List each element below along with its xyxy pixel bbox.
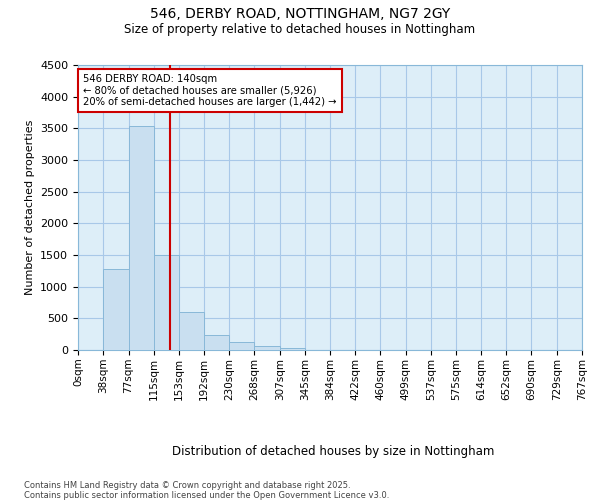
Bar [179,312,204,350]
Text: 546 DERBY ROAD: 140sqm
← 80% of detached houses are smaller (5,926)
20% of semi-: 546 DERBY ROAD: 140sqm ← 80% of detached… [83,74,337,107]
Text: Contains public sector information licensed under the Open Government Licence v3: Contains public sector information licen… [24,491,389,500]
Bar [280,348,305,350]
Bar [103,269,128,350]
Text: Contains HM Land Registry data © Crown copyright and database right 2025.: Contains HM Land Registry data © Crown c… [24,481,350,490]
Text: Distribution of detached houses by size in Nottingham: Distribution of detached houses by size … [172,444,494,458]
Bar [254,346,280,350]
Bar [204,335,229,350]
Text: 546, DERBY ROAD, NOTTINGHAM, NG7 2GY: 546, DERBY ROAD, NOTTINGHAM, NG7 2GY [150,8,450,22]
Y-axis label: Number of detached properties: Number of detached properties [25,120,35,295]
Text: Size of property relative to detached houses in Nottingham: Size of property relative to detached ho… [124,22,476,36]
Bar [128,126,154,350]
Bar [154,255,179,350]
Bar [229,342,254,350]
